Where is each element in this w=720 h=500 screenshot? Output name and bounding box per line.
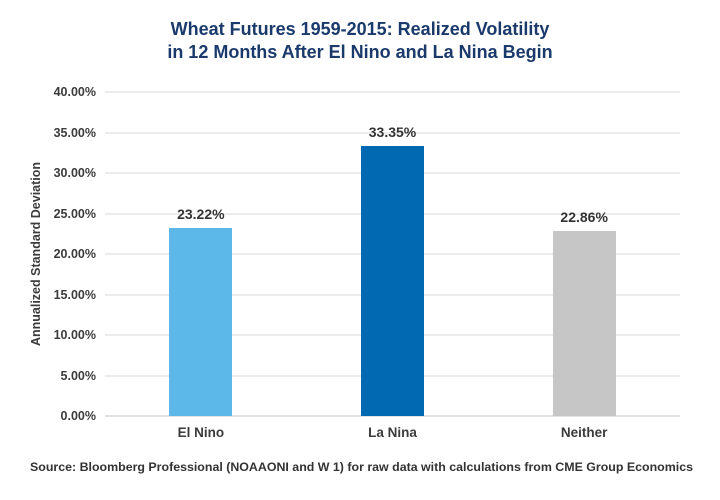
y-tick-label: 35.00% <box>53 125 96 140</box>
y-tick-label: 10.00% <box>53 328 96 342</box>
bar-value-label: 33.35% <box>368 123 417 140</box>
chart-title-line1: Wheat Futures 1959-2015: Realized Volati… <box>170 19 550 39</box>
chart-title: Wheat Futures 1959-2015: Realized Volati… <box>0 18 720 65</box>
source-note: Source: Bloomberg Professional (NOAAONI … <box>30 460 693 474</box>
y-tick-label: 5.00% <box>60 368 96 383</box>
y-tick-label: 20.00% <box>53 247 96 261</box>
plot-area: 0.00% 5.00% 10.00% 15.00% 20.00% 25.00% 30.00%… <box>54 85 680 440</box>
x-category-label: El Nino <box>177 425 225 440</box>
y-tick-label: 15.00% <box>53 287 96 302</box>
bar-value-label: 22.86% <box>560 208 608 225</box>
gridline <box>105 91 680 93</box>
y-tick-label: 30.00% <box>53 166 96 180</box>
x-axis-baseline <box>105 415 680 417</box>
bar <box>169 227 233 416</box>
x-category-label: La Nina <box>368 425 417 440</box>
chart-title-line2: in 12 Months After El Nino and La Nina B… <box>167 42 553 63</box>
y-tick-label: 40.00% <box>53 85 96 99</box>
y-tick-label: 25.00% <box>53 206 96 221</box>
gridline <box>105 131 680 134</box>
y-tick-label: 0.00% <box>60 409 96 423</box>
x-category-label: Neither <box>560 425 608 440</box>
bar-value-label: 23.22% <box>177 205 225 222</box>
bar <box>552 230 616 416</box>
bar <box>361 145 424 416</box>
